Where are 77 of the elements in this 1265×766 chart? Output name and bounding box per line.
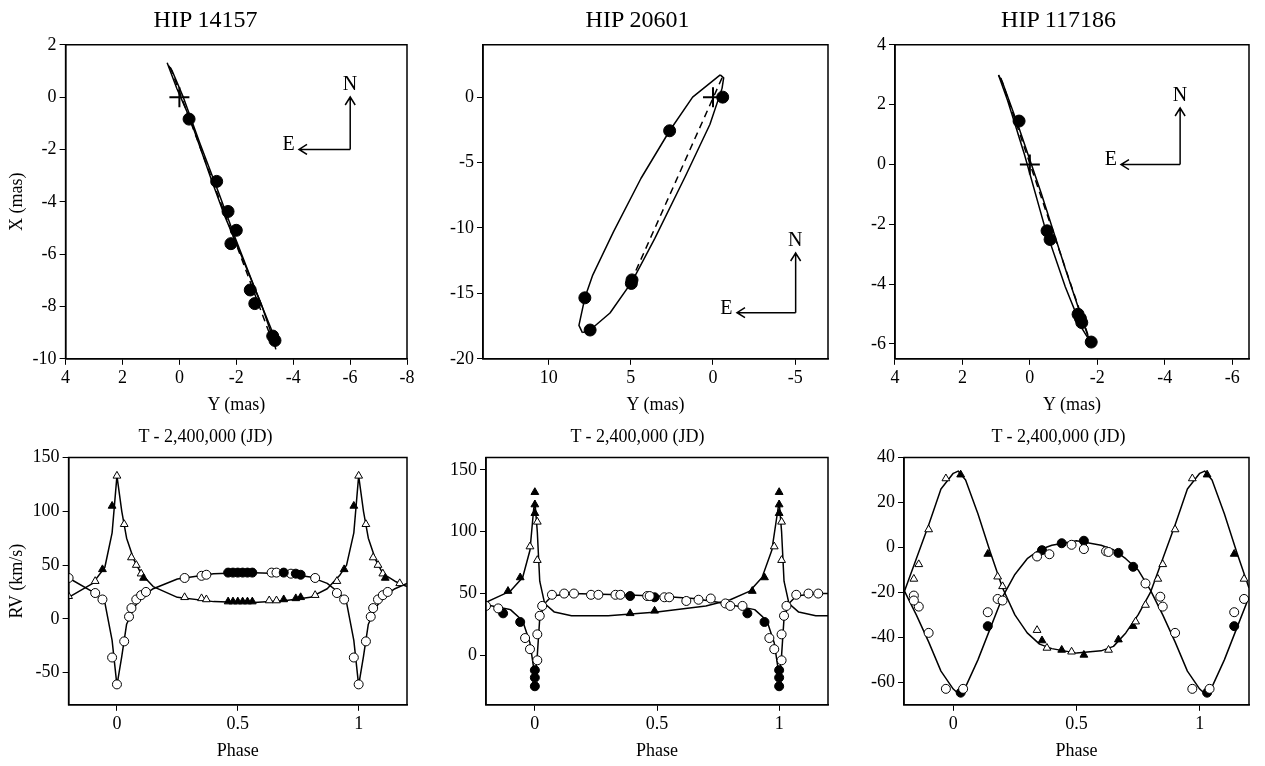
y-tick-label: -2 bbox=[41, 138, 57, 159]
y-tick-label: -6 bbox=[41, 242, 57, 263]
x-axis-title: Phase bbox=[636, 739, 678, 760]
x-tick-label: -6 bbox=[1224, 367, 1240, 388]
y-tick-label: 20 bbox=[876, 491, 895, 512]
x-tick-label: 0 bbox=[112, 713, 122, 734]
x-tick-label: 1 bbox=[354, 713, 364, 734]
annotation: E bbox=[282, 132, 295, 155]
y-tick-label: 150 bbox=[450, 458, 477, 479]
x-tick-label: -8 bbox=[399, 367, 415, 388]
chart-title: T - 2,400,000 (JD) bbox=[991, 425, 1126, 447]
y-tick-label: 40 bbox=[876, 446, 895, 467]
x-axis-title: Y (mas) bbox=[207, 393, 266, 415]
x-tick-label: 10 bbox=[539, 367, 558, 388]
chart-title: HIP 117186 bbox=[1001, 5, 1116, 32]
annotation: E bbox=[1104, 147, 1117, 170]
x-tick-label: 0.5 bbox=[226, 713, 250, 734]
x-tick-label: 0 bbox=[174, 367, 184, 388]
y-tick-label: -40 bbox=[870, 626, 895, 647]
y-tick-label: -60 bbox=[870, 671, 895, 692]
y-tick-label: 0 bbox=[885, 536, 895, 557]
y-tick-label: -8 bbox=[41, 295, 57, 316]
y-tick-label: 150 bbox=[32, 446, 60, 467]
x-tick-label: 1 bbox=[1195, 713, 1205, 734]
y-tick-label: -5 bbox=[458, 151, 474, 172]
y-tick-label: 0 bbox=[876, 153, 886, 174]
chart-title: HIP 14157 bbox=[153, 5, 258, 32]
y-tick-label: -4 bbox=[41, 190, 57, 211]
annotation: N bbox=[1172, 82, 1188, 105]
x-tick-label: -2 bbox=[228, 367, 244, 388]
y-tick-label: 100 bbox=[32, 500, 60, 521]
x-axis-title: Y (mas) bbox=[626, 393, 685, 415]
chart-title: T - 2,400,000 (JD) bbox=[570, 425, 705, 447]
x-tick-label: 0 bbox=[530, 713, 540, 734]
x-tick-label: -4 bbox=[1157, 367, 1173, 388]
x-tick-label: 5 bbox=[626, 367, 636, 388]
x-tick-label: 1 bbox=[774, 713, 784, 734]
y-tick-label: 100 bbox=[450, 520, 477, 541]
y-axis-title: X (mas) bbox=[5, 172, 27, 232]
y-tick-label: -4 bbox=[870, 272, 886, 293]
y-tick-label: -10 bbox=[32, 347, 57, 368]
y-tick-label: 4 bbox=[876, 33, 886, 54]
x-tick-label: -4 bbox=[285, 367, 301, 388]
y-tick-label: 0 bbox=[464, 85, 474, 106]
x-tick-label: 0.5 bbox=[1065, 713, 1088, 734]
y-tick-label: 0 bbox=[47, 85, 57, 106]
annotation: N bbox=[342, 71, 358, 94]
annotation: N bbox=[787, 228, 803, 251]
y-tick-label: -2 bbox=[870, 212, 886, 233]
x-axis-title: Phase bbox=[216, 739, 259, 760]
x-tick-label: 0 bbox=[948, 713, 958, 734]
y-tick-label: -6 bbox=[870, 332, 886, 353]
x-tick-label: 2 bbox=[118, 367, 127, 388]
chart-title: T - 2,400,000 (JD) bbox=[138, 425, 273, 447]
chart-title: HIP 20601 bbox=[585, 5, 690, 32]
x-tick-label: 0 bbox=[1025, 367, 1035, 388]
y-tick-label: 0 bbox=[468, 644, 477, 665]
x-tick-label: 0 bbox=[708, 367, 718, 388]
x-axis-title: Phase bbox=[1055, 739, 1098, 760]
x-tick-label: 0.5 bbox=[645, 713, 669, 734]
y-tick-label: -15 bbox=[449, 282, 474, 303]
y-tick-label: 2 bbox=[47, 33, 57, 54]
x-axis-title: Y (mas) bbox=[1043, 393, 1101, 415]
y-tick-label: -10 bbox=[449, 216, 474, 237]
x-tick-label: -2 bbox=[1089, 367, 1105, 388]
y-axis-title: RV (km/s) bbox=[5, 543, 27, 619]
y-tick-label: 50 bbox=[41, 553, 60, 574]
x-tick-label: -6 bbox=[342, 367, 358, 388]
y-tick-label: 0 bbox=[50, 607, 60, 628]
x-tick-label: -5 bbox=[787, 367, 803, 388]
y-tick-label: 50 bbox=[459, 582, 477, 603]
annotation: E bbox=[720, 295, 733, 318]
x-tick-label: 2 bbox=[957, 367, 967, 388]
y-tick-label: 2 bbox=[876, 93, 886, 114]
y-tick-label: -50 bbox=[35, 661, 60, 682]
y-tick-label: -20 bbox=[449, 347, 474, 368]
y-tick-label: -20 bbox=[870, 581, 895, 602]
